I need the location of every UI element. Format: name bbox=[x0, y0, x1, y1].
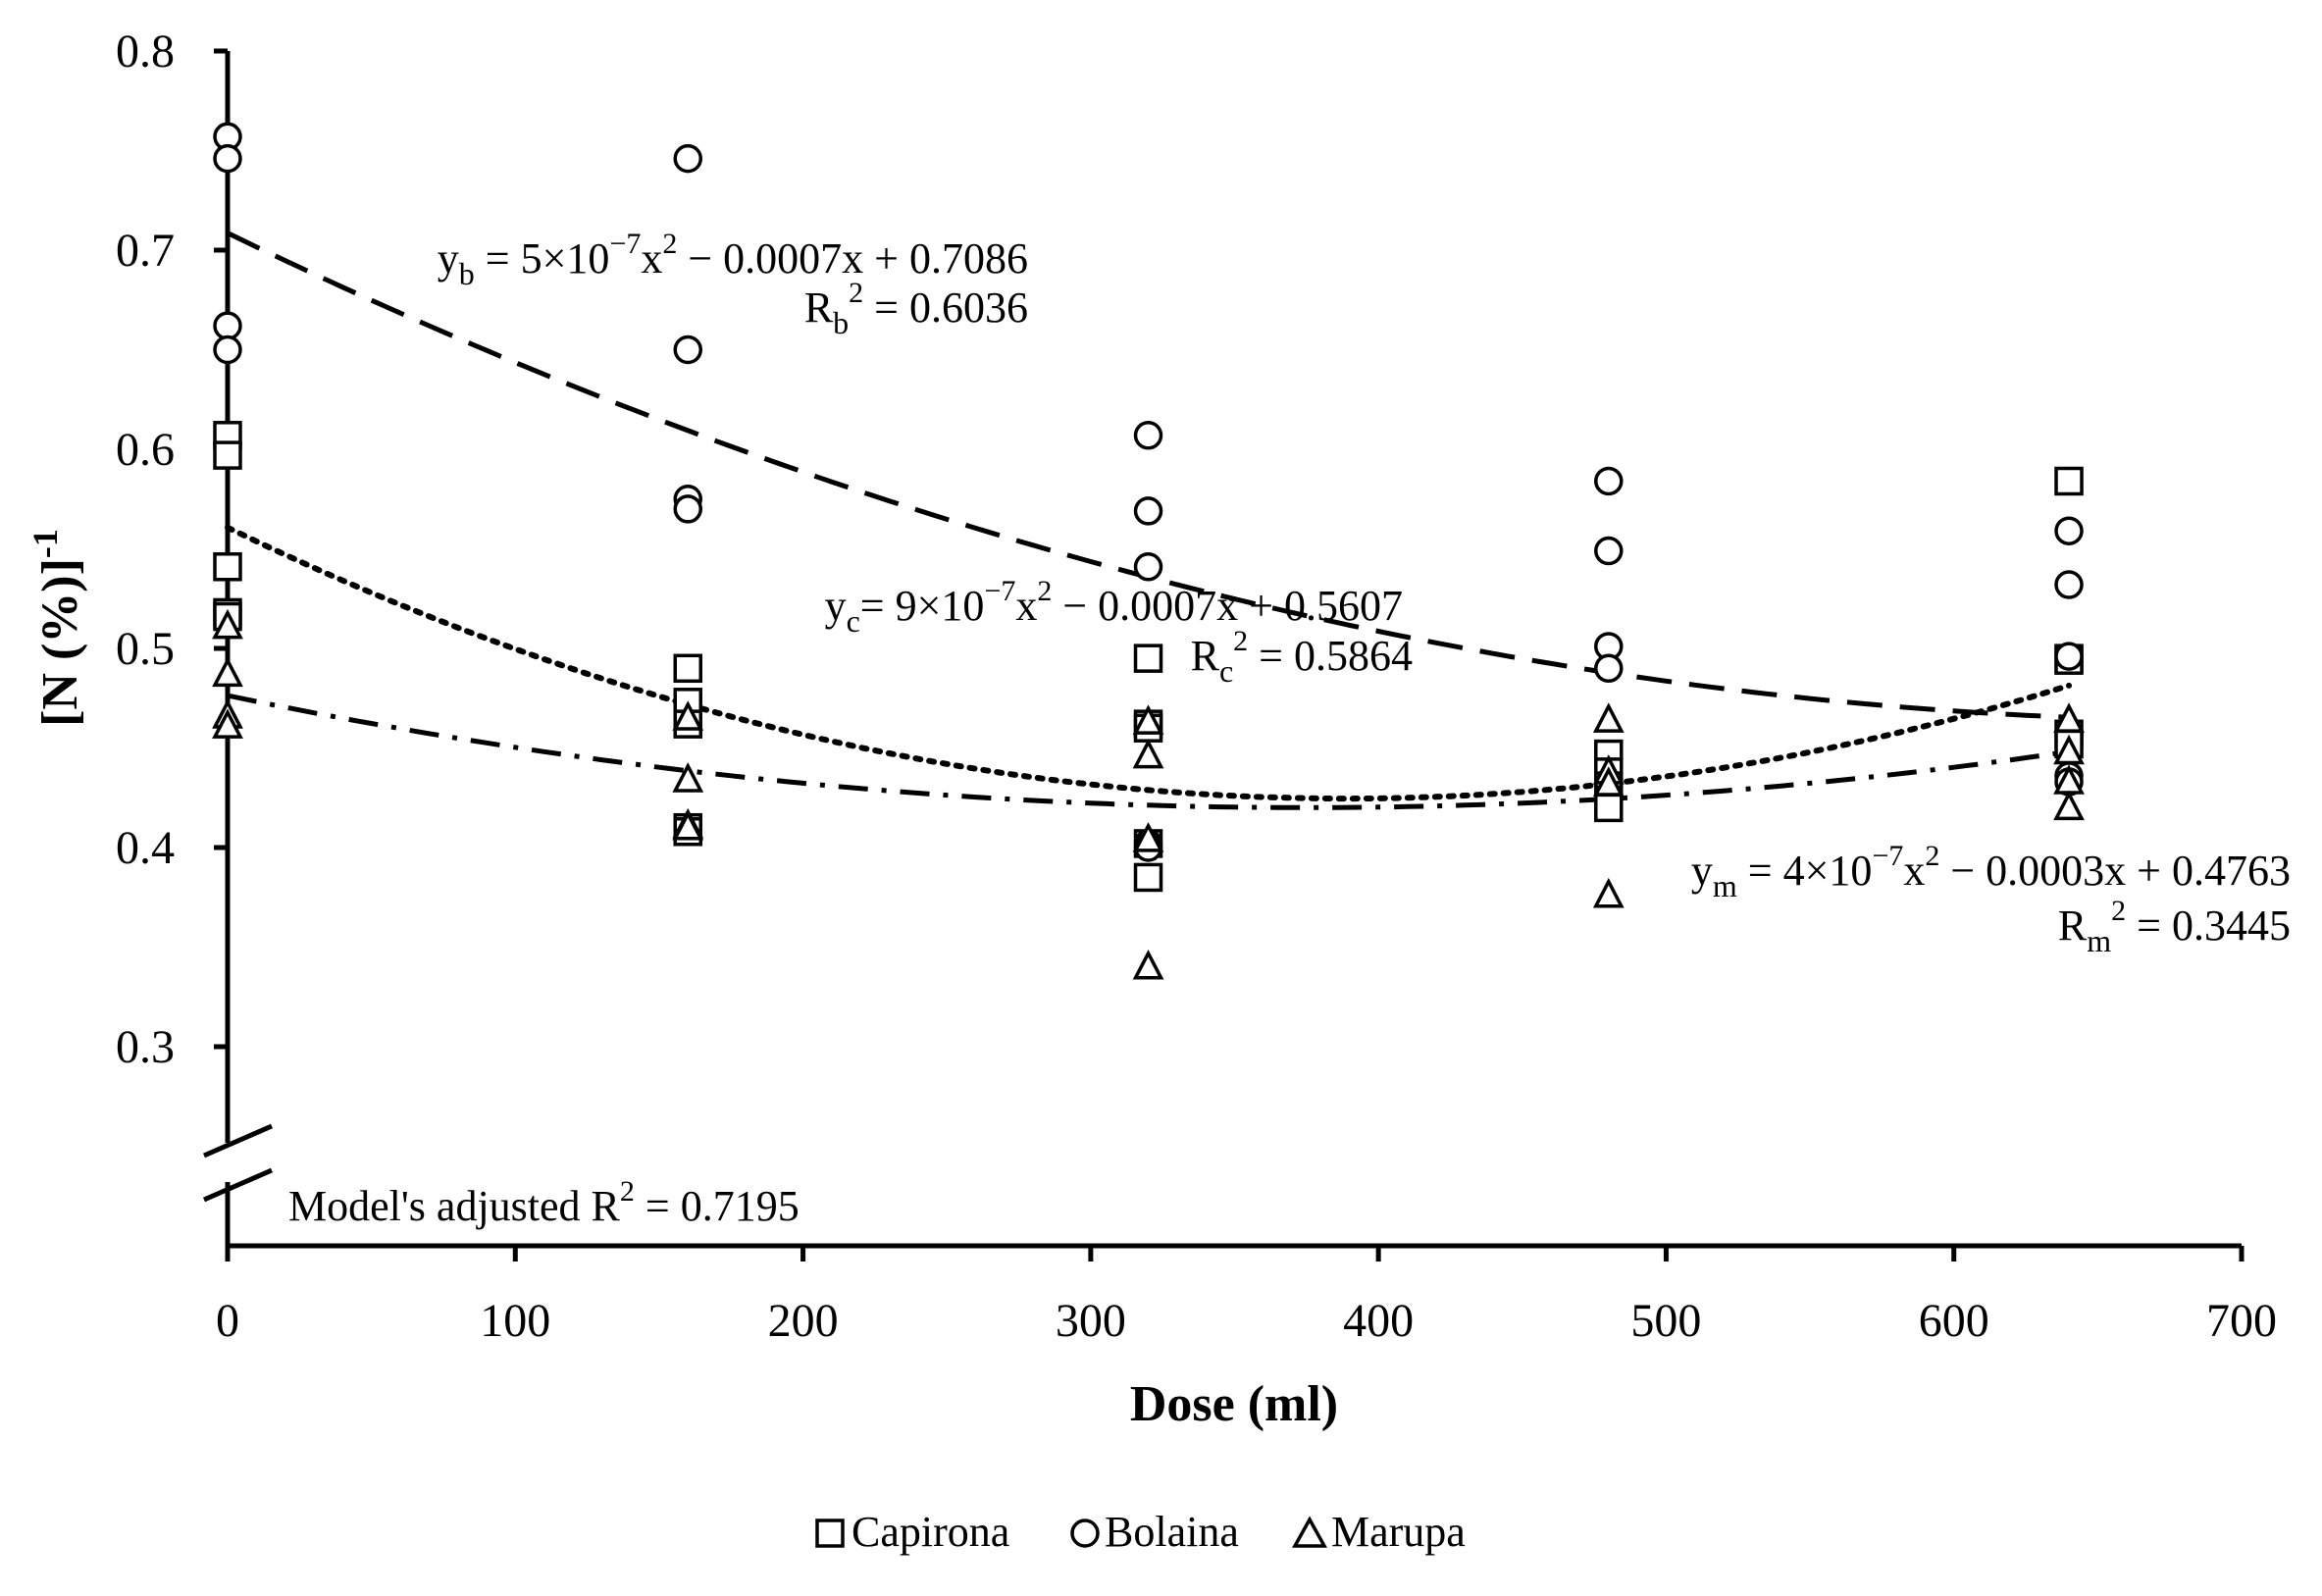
model-adjusted-r-squared: Model's adjusted R2 = 0.7195 bbox=[288, 1175, 800, 1230]
bolaina-point bbox=[673, 335, 703, 365]
capirona-point bbox=[673, 653, 703, 684]
bolaina-point bbox=[213, 143, 242, 174]
x-tick-label: 0 bbox=[216, 1295, 239, 1347]
bolaina-point bbox=[1594, 536, 1624, 566]
axis-break-bottom bbox=[203, 1167, 273, 1203]
capirona-point bbox=[213, 440, 242, 470]
x-tick-label: 200 bbox=[768, 1295, 839, 1347]
bolaina-point bbox=[1133, 496, 1163, 526]
marupa-point bbox=[2053, 734, 2085, 765]
legend-circle-icon bbox=[1070, 1519, 1100, 1548]
marupa-point bbox=[212, 656, 243, 688]
marupa-r-squared: Rm2 = 0.3445 bbox=[2058, 895, 2291, 958]
capirona-point bbox=[1594, 793, 1624, 823]
x-tick-label: 100 bbox=[480, 1295, 550, 1347]
y-ticks: 0.3 0.4 0.5 0.6 0.7 0.8 bbox=[116, 26, 228, 1073]
marupa-point bbox=[672, 700, 704, 731]
bolaina-point bbox=[1133, 552, 1163, 582]
marupa-point bbox=[672, 809, 704, 841]
bolaina-point bbox=[2054, 516, 2084, 545]
y-tick-label: 0.4 bbox=[116, 822, 175, 874]
data-markers bbox=[212, 122, 2085, 980]
marupa-point bbox=[1592, 766, 1625, 797]
marupa-point bbox=[1592, 702, 1625, 733]
capirona-point bbox=[2054, 466, 2084, 496]
x-tick-label: 700 bbox=[2206, 1295, 2277, 1347]
y-tick-label: 0.7 bbox=[116, 225, 175, 277]
marupa-point bbox=[2053, 790, 2085, 821]
marupa-point bbox=[1592, 877, 1625, 908]
y-axis-title-superscript: -1 bbox=[26, 529, 65, 558]
x-axis-title: Dose (ml) bbox=[1130, 1376, 1338, 1432]
capirona-r-squared: Rc2 = 0.5864 bbox=[1191, 625, 1413, 689]
legend-square-icon bbox=[815, 1519, 845, 1548]
bolaina-point bbox=[213, 311, 242, 340]
capirona-point bbox=[213, 552, 242, 582]
marupa-equation: ym = 4×10−7x2 − 0.0003x + 0.4763 bbox=[1691, 840, 2291, 903]
legend-label-marupa: Marupa bbox=[1331, 1508, 1466, 1556]
bolaina-point bbox=[1133, 421, 1163, 450]
bolaina-point bbox=[1594, 466, 1624, 496]
capirona-point bbox=[1133, 862, 1163, 893]
legend-triangle-icon bbox=[1292, 1516, 1327, 1548]
y-tick-label: 0.3 bbox=[116, 1021, 175, 1073]
bolaina-equation: yb = 5×10−7x2 − 0.0007x + 0.7086 bbox=[438, 228, 1028, 291]
bolaina-point bbox=[1594, 653, 1624, 684]
bolaina-point bbox=[2054, 642, 2084, 671]
y-axis-title-main: [N (%)] bbox=[32, 558, 88, 727]
capirona-point bbox=[1133, 644, 1163, 673]
x-tick-label: 600 bbox=[1919, 1295, 1989, 1347]
axis-break-top bbox=[203, 1123, 273, 1158]
marupa-point bbox=[672, 762, 704, 793]
y-tick-label: 0.5 bbox=[116, 623, 175, 675]
trendline-marupa bbox=[227, 693, 2070, 810]
legend: Capirona Bolaina Marupa bbox=[815, 1508, 1466, 1556]
bolaina-point bbox=[213, 335, 242, 365]
marupa-point bbox=[1132, 738, 1164, 769]
trendline-capirona bbox=[225, 524, 2072, 802]
x-tick-label: 300 bbox=[1056, 1295, 1126, 1347]
legend-label-capirona: Capirona bbox=[851, 1508, 1009, 1556]
marupa-point bbox=[212, 708, 243, 739]
marupa-point bbox=[212, 608, 243, 640]
y-tick-label: 0.8 bbox=[116, 26, 175, 77]
x-tick-label: 500 bbox=[1630, 1295, 1701, 1347]
marupa-point bbox=[2053, 702, 2085, 733]
capirona-equation: yc= 9×10−7x2 − 0.0007x + 0.5607 bbox=[825, 575, 1403, 639]
x-tick-label: 400 bbox=[1343, 1295, 1414, 1347]
marupa-point bbox=[1132, 950, 1164, 980]
bolaina-point bbox=[673, 143, 703, 174]
y-tick-label: 0.6 bbox=[116, 424, 175, 476]
bolaina-point bbox=[2054, 570, 2084, 599]
marupa-point bbox=[1132, 704, 1164, 735]
marupa-point bbox=[1132, 822, 1164, 852]
x-ticks: 0 100 200 300 400 500 600 700 bbox=[216, 1246, 2277, 1347]
legend-label-bolaina: Bolaina bbox=[1105, 1508, 1239, 1556]
y-axis-title: [N (%)]-1 bbox=[26, 529, 88, 727]
bolaina-point bbox=[673, 494, 703, 524]
bolaina-r-squared: Rb2 = 0.6036 bbox=[804, 277, 1028, 340]
